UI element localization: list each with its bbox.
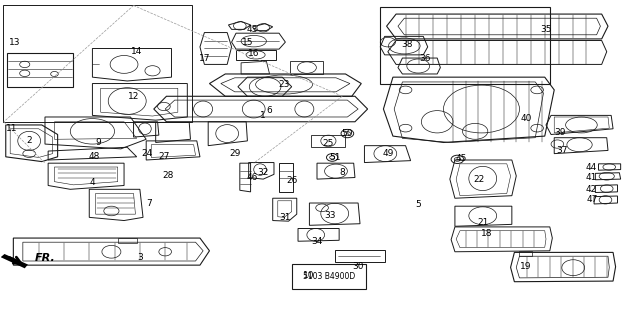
Text: 3: 3 <box>137 253 143 262</box>
Text: 5103 B4900D: 5103 B4900D <box>303 272 355 281</box>
Text: 47: 47 <box>586 195 598 204</box>
Text: 40: 40 <box>520 114 531 123</box>
Text: 15: 15 <box>242 38 253 47</box>
Text: 21: 21 <box>477 218 488 227</box>
Text: 41: 41 <box>585 173 597 182</box>
Text: 22: 22 <box>474 175 484 184</box>
Text: 48: 48 <box>89 152 100 161</box>
Text: 38: 38 <box>402 40 413 49</box>
Bar <box>292 264 366 289</box>
Text: 42: 42 <box>585 185 597 194</box>
Text: 31: 31 <box>280 213 291 222</box>
Text: 27: 27 <box>158 152 170 161</box>
Bar <box>335 250 385 262</box>
Text: 8: 8 <box>339 168 345 177</box>
Text: 10: 10 <box>303 271 314 280</box>
Text: 14: 14 <box>131 47 143 56</box>
Text: 19: 19 <box>520 262 531 271</box>
Text: 39: 39 <box>554 128 566 137</box>
Text: 4: 4 <box>89 178 95 187</box>
Text: 25: 25 <box>323 139 334 148</box>
Text: 18: 18 <box>481 229 492 238</box>
Text: 33: 33 <box>324 211 335 220</box>
Bar <box>118 238 137 243</box>
Text: 23: 23 <box>278 80 290 89</box>
Text: 24: 24 <box>142 149 153 158</box>
Text: 32: 32 <box>257 168 269 177</box>
Text: FR.: FR. <box>35 253 55 263</box>
Text: 9: 9 <box>96 138 101 147</box>
Text: 13: 13 <box>9 38 20 47</box>
Text: 45: 45 <box>456 154 467 163</box>
Text: 35: 35 <box>540 25 552 34</box>
Text: 51: 51 <box>329 153 340 162</box>
Text: 44: 44 <box>585 163 597 172</box>
Text: 29: 29 <box>229 149 240 158</box>
Bar <box>380 7 550 84</box>
Text: 28: 28 <box>163 172 174 180</box>
Text: 7: 7 <box>146 198 152 207</box>
Bar <box>519 252 532 256</box>
Text: 50: 50 <box>342 129 353 138</box>
Text: 6: 6 <box>267 106 273 115</box>
Bar <box>3 5 192 122</box>
Text: 1: 1 <box>261 111 266 120</box>
Text: 30: 30 <box>353 262 364 271</box>
Polygon shape <box>1 254 28 268</box>
Text: 34: 34 <box>311 237 323 246</box>
Text: 17: 17 <box>198 53 210 62</box>
Text: 26: 26 <box>286 176 297 185</box>
Text: 49: 49 <box>382 149 394 158</box>
Text: 46: 46 <box>247 173 258 182</box>
Text: 16: 16 <box>248 49 259 58</box>
Text: 2: 2 <box>27 136 32 145</box>
Text: 5: 5 <box>415 200 421 209</box>
Text: 11: 11 <box>6 124 18 132</box>
Text: 37: 37 <box>557 146 568 155</box>
Text: 43: 43 <box>247 25 258 34</box>
Text: 36: 36 <box>419 53 430 62</box>
Text: 12: 12 <box>128 92 139 101</box>
